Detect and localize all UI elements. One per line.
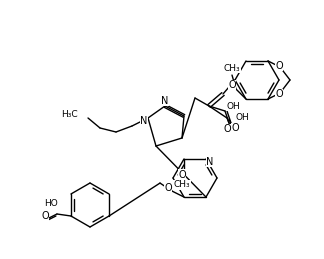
Text: N: N xyxy=(161,96,169,106)
Text: O: O xyxy=(178,170,186,180)
Text: O: O xyxy=(41,211,49,221)
Text: O: O xyxy=(275,89,283,99)
Text: N: N xyxy=(140,116,148,126)
Text: OH: OH xyxy=(226,102,240,111)
Text: O: O xyxy=(231,123,238,133)
Text: H₃C: H₃C xyxy=(61,110,78,119)
Text: O: O xyxy=(275,61,283,71)
Text: O: O xyxy=(223,124,231,134)
Text: N: N xyxy=(206,157,214,167)
Text: CH₃: CH₃ xyxy=(224,63,240,73)
Text: O: O xyxy=(228,80,236,90)
Text: HO: HO xyxy=(44,199,58,208)
Text: O: O xyxy=(164,183,172,193)
Text: CH₃: CH₃ xyxy=(174,181,190,189)
Text: OH: OH xyxy=(235,112,249,121)
